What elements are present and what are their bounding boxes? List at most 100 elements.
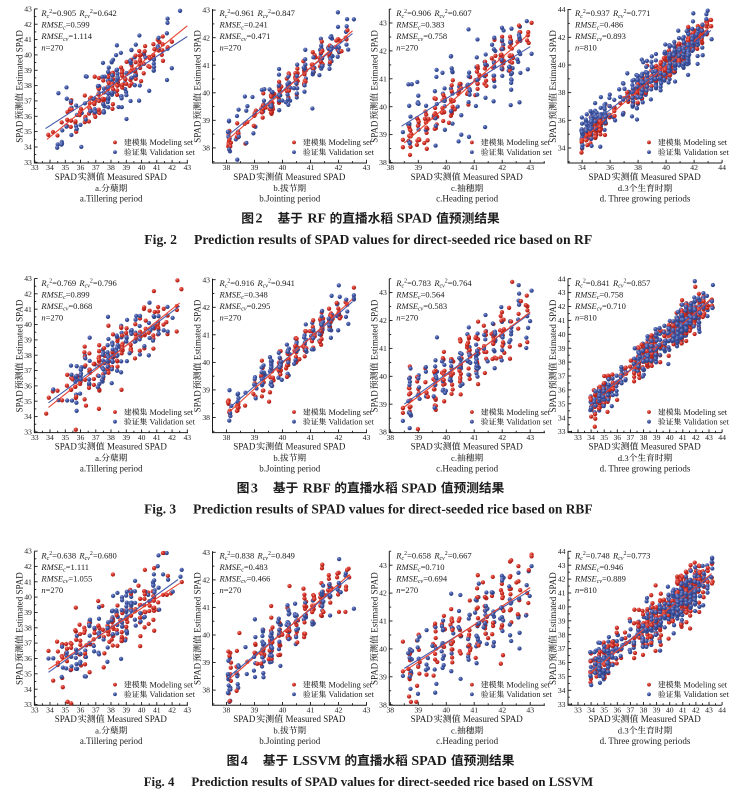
svg-text:36: 36 <box>77 433 85 442</box>
svg-text:SPAD: SPAD <box>233 172 256 182</box>
svg-text:Estimated SPAD: Estimated SPAD <box>193 572 203 633</box>
svg-text:38: 38 <box>202 413 210 422</box>
svg-text:Estimated SPAD: Estimated SPAD <box>369 30 379 91</box>
svg-text:39: 39 <box>122 163 130 172</box>
svg-text:a.: a. <box>95 183 101 193</box>
svg-text:RMSEcv=0.758: RMSEcv=0.758 <box>395 31 447 43</box>
svg-text:33: 33 <box>558 700 566 709</box>
svg-text:b.: b. <box>273 725 280 735</box>
svg-text:40: 40 <box>138 163 146 172</box>
svg-text:RMSEc=0.758: RMSEc=0.758 <box>574 289 623 301</box>
svg-text:36: 36 <box>558 658 566 667</box>
svg-text:38: 38 <box>640 433 648 442</box>
svg-text:Modeling set: Modeling set <box>150 408 194 417</box>
svg-text:43: 43 <box>705 705 713 714</box>
svg-text:33: 33 <box>574 705 582 714</box>
svg-text:39: 39 <box>202 386 210 395</box>
svg-text:3: 3 <box>251 481 258 496</box>
svg-text:Validation set: Validation set <box>506 690 552 699</box>
svg-text:RMSEc=0.599: RMSEc=0.599 <box>40 20 89 32</box>
svg-text:Prediction results of SPAD val: Prediction results of SPAD values for di… <box>193 501 592 516</box>
svg-text:39: 39 <box>379 400 387 409</box>
svg-text:38: 38 <box>223 433 231 442</box>
svg-text:37: 37 <box>92 163 100 172</box>
svg-text:35: 35 <box>600 433 608 442</box>
svg-text:40: 40 <box>24 51 32 60</box>
svg-text:34: 34 <box>558 686 566 695</box>
svg-text:36: 36 <box>24 112 32 121</box>
svg-text:38: 38 <box>379 428 387 437</box>
svg-text:40: 40 <box>279 705 287 714</box>
svg-text:42: 42 <box>24 289 32 298</box>
svg-text:36: 36 <box>558 386 566 395</box>
svg-text:Fig. 3: Fig. 3 <box>144 501 176 516</box>
svg-text:42: 42 <box>379 316 387 325</box>
svg-text:Estimated SPAD: Estimated SPAD <box>369 299 379 360</box>
svg-text:43: 43 <box>526 163 534 172</box>
svg-text:RMSEcv=0.868: RMSEcv=0.868 <box>40 301 92 313</box>
svg-text:RMSEcv=0.466: RMSEcv=0.466 <box>219 573 271 585</box>
svg-text:SPAD: SPAD <box>548 120 558 143</box>
svg-text:38: 38 <box>107 433 115 442</box>
svg-text:43: 43 <box>363 705 371 714</box>
svg-text:33: 33 <box>24 428 32 437</box>
svg-text:Measured SPAD: Measured SPAD <box>107 441 167 451</box>
svg-text:43: 43 <box>558 288 566 297</box>
svg-text:RMSEcv=1.114: RMSEcv=1.114 <box>40 31 92 43</box>
svg-text:43: 43 <box>526 705 534 714</box>
svg-text:38: 38 <box>223 705 231 714</box>
svg-text:c.: c. <box>451 453 457 463</box>
svg-text:44: 44 <box>558 274 566 283</box>
svg-text:39: 39 <box>558 344 566 353</box>
svg-text:n=270: n=270 <box>41 312 63 322</box>
svg-text:42: 42 <box>168 163 176 172</box>
svg-text:39: 39 <box>414 163 422 172</box>
svg-text:41: 41 <box>202 61 210 70</box>
svg-text:41: 41 <box>24 577 32 586</box>
svg-text:36: 36 <box>77 705 85 714</box>
svg-text:38: 38 <box>634 163 642 172</box>
svg-text:36: 36 <box>24 654 32 663</box>
svg-text:Measured SPAD: Measured SPAD <box>286 714 346 724</box>
svg-text:Rc2=0.838 Rcv2=0.849: Rc2=0.838 Rcv2=0.849 <box>219 550 295 562</box>
svg-text:35: 35 <box>24 397 32 406</box>
svg-text:n=270: n=270 <box>396 43 418 53</box>
svg-text:b.Jointing period: b.Jointing period <box>259 736 320 746</box>
svg-text:Modeling set: Modeling set <box>684 138 728 147</box>
svg-text:44: 44 <box>718 705 726 714</box>
svg-text:38: 38 <box>107 705 115 714</box>
svg-text:43: 43 <box>379 288 387 297</box>
svg-text:Measured SPAD: Measured SPAD <box>463 172 523 182</box>
svg-text:39: 39 <box>653 433 661 442</box>
svg-text:41: 41 <box>470 705 478 714</box>
svg-text:38: 38 <box>223 163 231 172</box>
svg-text:n=270: n=270 <box>396 585 418 595</box>
svg-text:RMSEcv=0.710: RMSEcv=0.710 <box>574 301 626 313</box>
svg-text:41: 41 <box>202 330 210 339</box>
svg-text:40: 40 <box>558 61 566 70</box>
svg-text:41: 41 <box>379 344 387 353</box>
svg-text:RMSEc=0.241: RMSEc=0.241 <box>219 20 268 32</box>
svg-text:Validation set: Validation set <box>150 148 196 157</box>
svg-text:39: 39 <box>251 705 259 714</box>
svg-text:38: 38 <box>386 163 394 172</box>
svg-text:RMSEcv=0.471: RMSEcv=0.471 <box>219 31 271 43</box>
svg-text:SPAD: SPAD <box>369 662 379 685</box>
svg-text:36: 36 <box>77 163 85 172</box>
svg-text:42: 42 <box>168 433 176 442</box>
svg-text:38: 38 <box>386 433 394 442</box>
svg-text:Estimated SPAD: Estimated SPAD <box>369 572 379 633</box>
svg-text:37: 37 <box>627 705 635 714</box>
svg-text:SPAD: SPAD <box>411 172 434 182</box>
svg-text:38: 38 <box>558 88 566 97</box>
svg-text:37: 37 <box>24 366 32 375</box>
svg-text:Rc2=0.658 Rcv2=0.667: Rc2=0.658 Rcv2=0.667 <box>395 550 471 562</box>
svg-text:41: 41 <box>153 163 161 172</box>
svg-text:41: 41 <box>153 705 161 714</box>
svg-text:38: 38 <box>379 700 387 709</box>
svg-text:c.: c. <box>451 725 457 735</box>
svg-text:n=270: n=270 <box>396 312 418 322</box>
svg-text:Validation set: Validation set <box>329 690 375 699</box>
svg-text:SPAD: SPAD <box>193 390 203 413</box>
svg-text:SPAD: SPAD <box>55 172 78 182</box>
